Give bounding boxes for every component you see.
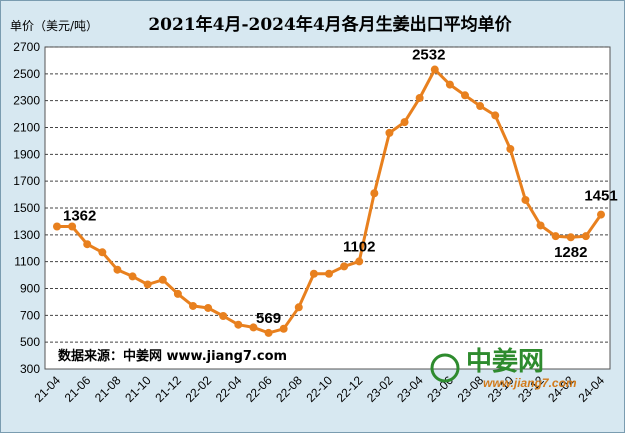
y-tick-label: 2300 xyxy=(13,94,40,108)
y-tick-label: 2700 xyxy=(13,40,40,54)
data-point xyxy=(385,128,394,137)
data-point xyxy=(415,93,424,102)
x-tick-label: 21-12 xyxy=(152,373,184,405)
x-tick-label: 22-06 xyxy=(243,373,275,405)
data-point xyxy=(128,272,137,281)
y-tick-label: 500 xyxy=(20,335,40,349)
y-tick-label: 700 xyxy=(20,308,40,322)
y-tick-label: 1900 xyxy=(13,147,40,161)
y-tick-label: 2500 xyxy=(13,67,40,81)
grid-lines xyxy=(45,46,610,343)
data-point xyxy=(566,233,575,242)
data-point xyxy=(53,222,61,231)
data-point xyxy=(294,303,303,312)
data-point xyxy=(204,303,213,312)
data-label: 1451 xyxy=(584,188,617,205)
data-point xyxy=(400,118,409,127)
data-point xyxy=(219,312,228,321)
data-point xyxy=(597,210,605,219)
x-tick-label: 23-04 xyxy=(394,373,426,405)
watermark-url: www.jiang7.com xyxy=(483,376,577,390)
y-tick-label: 1500 xyxy=(13,201,40,215)
data-label: 1362 xyxy=(63,208,96,225)
data-point xyxy=(461,91,469,100)
data-point xyxy=(143,280,152,289)
x-tick-label: 22-10 xyxy=(304,373,336,405)
x-tick-label: 22-08 xyxy=(273,373,305,405)
data-point xyxy=(506,144,515,153)
data-point xyxy=(264,328,273,337)
y-tick-label: 2100 xyxy=(13,121,40,135)
data-source-note: 数据来源：中姜网 www.jiang7.com xyxy=(58,348,287,364)
x-tick-label: 23-02 xyxy=(364,373,396,405)
data-point xyxy=(370,189,379,198)
data-point xyxy=(83,240,92,249)
data-point xyxy=(430,65,439,74)
data-point xyxy=(173,289,182,298)
data-point xyxy=(234,320,243,329)
y-tick-label: 300 xyxy=(20,362,40,376)
data-point xyxy=(581,232,590,241)
x-tick-label: 21-04 xyxy=(32,373,64,405)
data-point xyxy=(68,222,77,231)
y-tick-label: 1100 xyxy=(14,255,40,269)
data-point xyxy=(279,324,288,333)
x-tick-label: 22-12 xyxy=(334,373,366,405)
data-point xyxy=(536,221,545,230)
data-point xyxy=(249,323,258,332)
y-axis-unit-label: 单价（美元/吨） xyxy=(10,19,98,33)
data-point xyxy=(445,80,454,89)
y-axis-ticks: 300 500 700 900 1100 1300 1500 1700 1900 2100 2300… xyxy=(13,40,40,376)
data-point xyxy=(551,232,560,241)
data-point xyxy=(113,265,122,274)
data-label: 1102 xyxy=(343,238,376,255)
data-point xyxy=(476,102,485,111)
x-tick-label: 21-10 xyxy=(122,373,154,405)
x-tick-label: 22-02 xyxy=(183,373,215,405)
data-label: 1282 xyxy=(554,244,587,261)
data-point xyxy=(491,111,500,120)
y-tick-label: 1300 xyxy=(13,228,40,242)
watermark-site-name: 中姜网 xyxy=(466,346,544,377)
ginger-logo-icon xyxy=(430,353,460,383)
y-tick-label: 900 xyxy=(20,282,40,296)
data-point xyxy=(521,195,530,204)
x-tick-label: 23-08 xyxy=(455,373,487,405)
x-tick-label: 24-04 xyxy=(576,373,608,405)
chart-title: 2021年4月-2024年4月各月生姜出口平均单价 xyxy=(148,14,512,35)
data-point xyxy=(98,248,107,257)
y-tick-label: 1700 xyxy=(13,174,40,188)
data-labels: 1362 569 1102 2532 1282 1451 xyxy=(63,47,618,327)
data-point xyxy=(158,275,167,284)
data-point xyxy=(309,269,318,278)
data-point xyxy=(189,301,197,310)
data-point xyxy=(340,262,349,271)
data-label: 2532 xyxy=(412,47,445,64)
data-point xyxy=(325,269,333,278)
data-point xyxy=(355,257,364,266)
watermark-logo: 中姜网 www.jiang7.com xyxy=(430,346,577,390)
data-points xyxy=(53,65,605,337)
x-tick-label: 21-06 xyxy=(62,373,94,405)
x-tick-label: 22-04 xyxy=(213,373,245,405)
data-label: 569 xyxy=(256,310,281,327)
x-tick-label: 21-08 xyxy=(92,373,124,405)
